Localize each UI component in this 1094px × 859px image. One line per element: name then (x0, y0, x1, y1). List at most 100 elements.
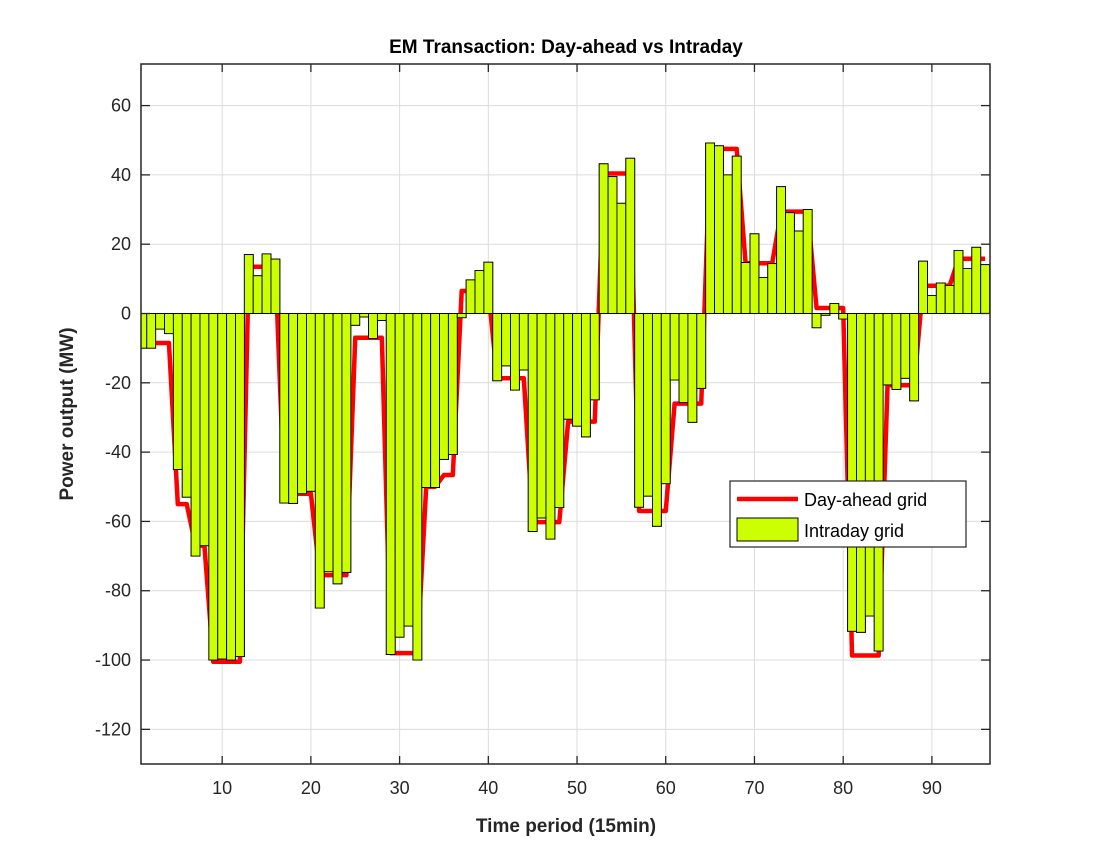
intraday-bar-overlay (483, 261, 494, 314)
x-tick-label: 60 (656, 778, 676, 798)
intraday-bar-overlay (731, 155, 742, 314)
intraday-bar-overlay (758, 277, 769, 314)
y-tick-label: -40 (105, 442, 131, 462)
intraday-bar-overlay (696, 313, 707, 389)
intraday-bar-overlay (261, 253, 272, 314)
intraday-bar-overlay (838, 313, 849, 320)
y-axis-label: Power output (MW) (57, 327, 78, 500)
intraday-bar-overlay (332, 313, 343, 585)
y-tick-label: 20 (111, 234, 131, 254)
intraday-bar-overlay (341, 313, 352, 573)
axis-ticks: 10 20 30 40 50 60 70 80 90 -120 -100 -80 -60 -40 -20 0 2… (95, 64, 990, 798)
intraday-bar-overlay (572, 313, 582, 427)
intraday-bar-overlay (297, 313, 307, 495)
intraday-bar-overlay (980, 264, 990, 314)
intraday-bar-overlay (412, 313, 423, 661)
intraday-bar-overlay (785, 212, 795, 314)
intraday-bar-overlay (164, 313, 174, 335)
legend-intraday-swatch (736, 517, 799, 542)
intraday-bar-overlay (625, 157, 636, 314)
intraday-bar-overlay (935, 282, 946, 314)
legend: Day-ahead grid Intraday grid (729, 480, 967, 548)
axes-box (140, 63, 991, 765)
intraday-bar-overlay (944, 284, 955, 314)
x-tick-label: 90 (922, 778, 942, 798)
intraday-bar-overlay (660, 313, 671, 485)
intraday-bar-overlay (607, 176, 618, 314)
x-tick-label: 10 (212, 778, 232, 798)
intraday-bar-overlay (643, 313, 653, 497)
intraday-bar-overlay (217, 313, 228, 660)
intraday-bar-overlay (563, 313, 574, 420)
intraday-bar-overlay (705, 142, 715, 314)
intraday-bar-overlay (518, 313, 529, 371)
intraday-bar-overlay (651, 313, 662, 527)
intraday-bar-overlay (510, 313, 520, 391)
intraday-bar-overlay (146, 313, 157, 349)
intraday-bar-overlay (376, 313, 387, 321)
intraday-bar-overlay (501, 313, 511, 367)
y-tick-label: 0 (121, 304, 131, 324)
intraday-bar-overlay (900, 313, 911, 379)
intraday-bar-overlay (918, 260, 928, 314)
intraday-bar-overlay (669, 313, 680, 381)
intraday-bar-overlay (678, 313, 689, 404)
intraday-bar-overlay (891, 313, 902, 390)
intraday-bar-overlay (492, 313, 503, 382)
intraday-bar-overlay (740, 262, 751, 314)
intraday-bar-overlay (847, 313, 857, 632)
intraday-bar-overlay (527, 313, 538, 532)
intraday-bar-overlay (252, 275, 263, 314)
intraday-bar-overlay (767, 263, 778, 314)
intraday-bar-overlay (882, 313, 893, 386)
intraday-bar-overlay (598, 163, 609, 314)
intraday-bar-overlay (394, 313, 405, 638)
intraday-bar-overlay (953, 249, 964, 314)
intraday-bars-overlay (141, 142, 990, 661)
intraday-bar-overlay (208, 313, 219, 661)
intraday-bar-overlay (722, 174, 733, 314)
intraday-bar-overlay (403, 313, 414, 627)
intraday-bar-overlay (181, 313, 192, 498)
y-tick-label: -20 (105, 373, 131, 393)
intraday-bar-overlay (927, 295, 937, 314)
intraday-bar-overlay (199, 313, 210, 547)
intraday-bar-overlay (581, 313, 591, 438)
intraday-bar-overlay (554, 313, 565, 509)
intraday-bar-overlay (474, 270, 485, 314)
legend-intraday-label: Intraday grid (804, 521, 904, 541)
intraday-bar-overlay (589, 313, 600, 401)
intraday-bar-overlay (536, 313, 547, 519)
x-axis-label: Time period (15min) (476, 816, 656, 837)
intraday-bar-overlay (776, 186, 786, 314)
intraday-bar-overlay (172, 313, 183, 470)
intraday-bar-overlay (793, 230, 804, 314)
intraday-bar-overlay (687, 313, 698, 423)
y-tick-label: -80 (105, 581, 131, 601)
intraday-bar-overlay (190, 313, 201, 557)
x-tick-label: 70 (744, 778, 764, 798)
intraday-bar-overlay (447, 313, 458, 455)
intraday-bar-overlay (385, 313, 396, 655)
y-tick-label: -120 (95, 719, 131, 739)
y-tick-label: -60 (105, 511, 131, 531)
intraday-bar-overlay (829, 303, 840, 314)
intraday-bar-overlay (811, 313, 822, 329)
x-tick-label: 20 (301, 778, 321, 798)
intraday-bar-overlay (749, 233, 760, 314)
x-tick-label: 80 (833, 778, 853, 798)
intraday-bar-overlay (270, 258, 281, 314)
intraday-bar-overlay (155, 313, 165, 330)
intraday-bar-overlay (226, 313, 236, 661)
intraday-bar-overlay (368, 313, 378, 339)
intraday-bar-overlay (288, 313, 299, 504)
intraday-bar-overlay (350, 313, 361, 326)
intraday-bar-overlay (359, 313, 370, 318)
intraday-bar-overlay (243, 254, 254, 314)
intraday-bar-overlay (864, 313, 875, 617)
intraday-bar-overlay (430, 313, 440, 488)
y-tick-label: 60 (111, 96, 131, 116)
intraday-bar-overlay (971, 246, 982, 314)
y-tick-label: 40 (111, 165, 131, 185)
